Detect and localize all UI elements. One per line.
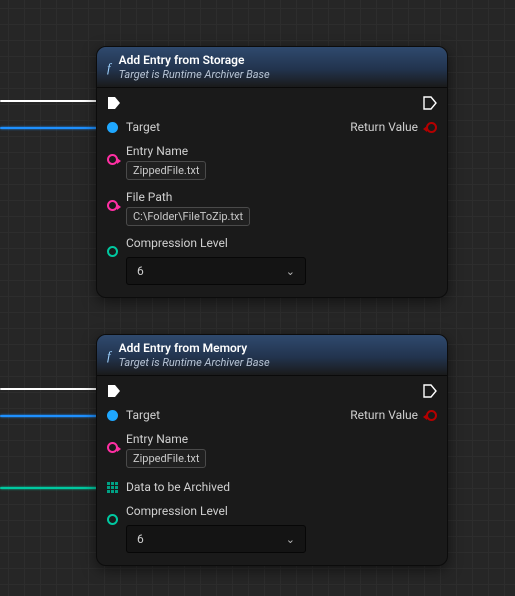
compression-level-value: 6	[137, 264, 144, 278]
function-icon: f	[107, 61, 111, 74]
compression-level-label: Compression Level	[126, 236, 306, 250]
node-subtitle: Target is Runtime Archiver Base	[119, 68, 270, 81]
entry-name-label: Entry Name	[126, 432, 206, 446]
file-path-input[interactable]: C:\Folder\FileToZip.txt	[126, 207, 250, 226]
compression-level-dropdown[interactable]: 6 ⌄	[126, 257, 306, 285]
wire-exec-2	[0, 388, 97, 390]
compression-level-label: Compression Level	[126, 504, 306, 518]
wire-target-2	[0, 415, 97, 417]
exec-in-pin[interactable]	[107, 96, 121, 110]
return-value-pin[interactable]	[426, 122, 437, 133]
node-subtitle: Target is Runtime Archiver Base	[119, 356, 270, 369]
compression-level-pin[interactable]	[107, 246, 118, 257]
entry-name-pin[interactable]	[107, 154, 118, 165]
node-add-entry-from-memory[interactable]: f Add Entry from Memory Target is Runtim…	[96, 334, 448, 566]
exec-out-pin[interactable]	[423, 384, 437, 398]
entry-name-pin[interactable]	[107, 442, 118, 453]
node-title: Add Entry from Memory	[119, 341, 270, 355]
return-value-pin[interactable]	[426, 410, 437, 421]
chevron-down-icon: ⌄	[286, 533, 295, 546]
file-path-pin[interactable]	[107, 200, 118, 211]
function-icon: f	[107, 349, 111, 362]
compression-level-dropdown[interactable]: 6 ⌄	[126, 525, 306, 553]
wire-data	[0, 487, 97, 489]
entry-name-input[interactable]: ZippedFile.txt	[126, 161, 206, 180]
node-add-entry-from-storage[interactable]: f Add Entry from Storage Target is Runti…	[96, 46, 448, 298]
exec-out-pin[interactable]	[423, 96, 437, 110]
target-pin[interactable]	[107, 122, 118, 133]
exec-in-pin[interactable]	[107, 384, 121, 398]
target-label: Target	[126, 408, 160, 422]
entry-name-label: Entry Name	[126, 144, 206, 158]
target-pin[interactable]	[107, 410, 118, 421]
data-array-pin[interactable]	[107, 482, 118, 493]
chevron-down-icon: ⌄	[286, 265, 295, 278]
wire-exec-1	[0, 100, 97, 102]
compression-level-value: 6	[137, 532, 144, 546]
node-header: f Add Entry from Storage Target is Runti…	[97, 47, 447, 88]
target-label: Target	[126, 120, 160, 134]
node-header: f Add Entry from Memory Target is Runtim…	[97, 335, 447, 376]
wire-target-1	[0, 127, 97, 129]
entry-name-input[interactable]: ZippedFile.txt	[126, 449, 206, 468]
data-label: Data to be Archived	[126, 480, 230, 494]
file-path-label: File Path	[126, 190, 250, 204]
node-title: Add Entry from Storage	[119, 53, 270, 67]
compression-level-pin[interactable]	[107, 514, 118, 525]
return-value-label: Return Value	[350, 408, 418, 422]
return-value-label: Return Value	[350, 120, 418, 134]
